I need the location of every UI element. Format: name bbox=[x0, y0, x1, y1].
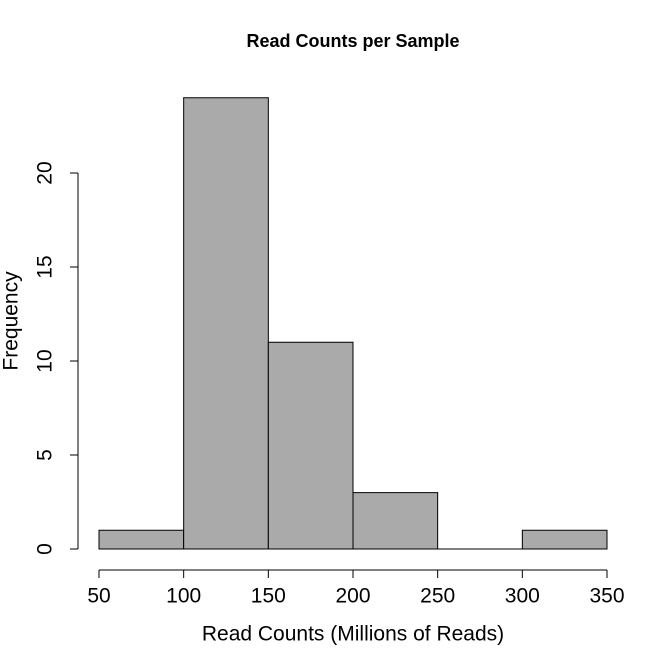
x-tick-label: 350 bbox=[589, 585, 624, 608]
y-tick-label: 10 bbox=[34, 349, 57, 372]
y-tick-label: 15 bbox=[34, 255, 57, 278]
y-tick-label: 5 bbox=[34, 449, 57, 461]
x-tick-label: 200 bbox=[335, 585, 370, 608]
x-tick-label: 100 bbox=[166, 585, 201, 608]
bar bbox=[267, 341, 354, 550]
y-tick-label: 0 bbox=[34, 543, 57, 555]
x-tick-label: 300 bbox=[505, 585, 540, 608]
x-tick-label: 250 bbox=[420, 585, 455, 608]
bar bbox=[98, 529, 185, 550]
bar bbox=[183, 97, 269, 550]
y-axis-title: Frequency bbox=[0, 271, 23, 371]
x-tick-label: 150 bbox=[251, 585, 286, 608]
x-tick-label: 50 bbox=[87, 585, 110, 608]
chart-title: Read Counts per Sample bbox=[246, 31, 459, 51]
y-tick-label: 20 bbox=[34, 161, 57, 184]
bar bbox=[521, 529, 608, 550]
bar bbox=[352, 492, 439, 550]
x-axis-title: Read Counts (Millions of Reads) bbox=[202, 623, 504, 646]
